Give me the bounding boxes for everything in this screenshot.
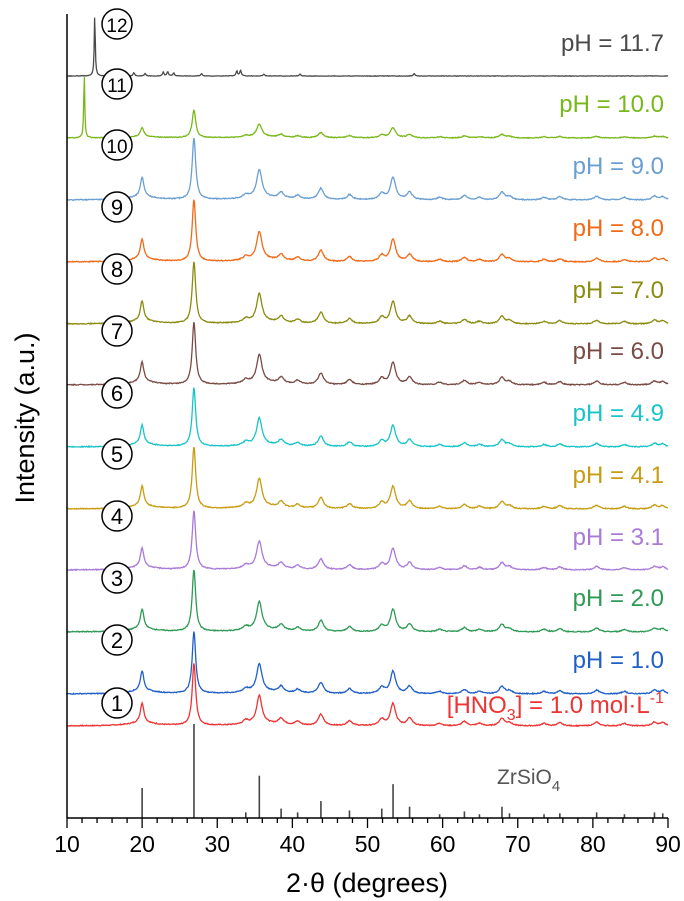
xrd-trace-7 — [66, 322, 669, 387]
y-axis-title: Intensity (a.u.) — [10, 332, 40, 503]
xrd-trace-4 — [66, 510, 669, 572]
x-tick-label: 70 — [505, 831, 531, 857]
sample-number: 5 — [111, 442, 123, 467]
sample-marker-5: 5 — [101, 438, 133, 470]
series-label-2: pH = 1.0 — [573, 647, 664, 674]
series-label-1: [HNO3] = 1.0 mol·L-1 — [447, 690, 664, 724]
xrd-trace-6 — [66, 387, 669, 449]
sample-number: 6 — [111, 381, 123, 406]
sample-marker-2: 2 — [101, 624, 133, 656]
series-label-10: pH = 9.0 — [573, 153, 664, 180]
sample-number: 2 — [111, 628, 123, 653]
xrd-trace-5 — [66, 446, 669, 511]
xrd-trace-10 — [66, 137, 669, 202]
reference-lines — [141, 724, 664, 818]
x-tick-label: 50 — [355, 831, 381, 857]
xrd-trace-8 — [66, 261, 669, 326]
x-tick-label: 60 — [430, 831, 456, 857]
sample-number: 7 — [111, 319, 123, 344]
sample-number: 4 — [111, 504, 123, 529]
sample-marker-11: 11 — [101, 68, 133, 100]
sample-marker-9: 9 — [101, 191, 133, 223]
sample-marker-12: 12 — [101, 8, 133, 40]
series-label-7: pH = 6.0 — [573, 338, 664, 365]
x-axis-title: 2·θ (degrees) — [286, 868, 448, 898]
sample-number: 11 — [107, 76, 127, 97]
x-ticks — [66, 818, 669, 828]
sample-number: 9 — [111, 195, 123, 220]
reference-label: ZrSiO4 — [497, 766, 560, 795]
xrd-trace-3 — [66, 569, 669, 633]
xrd-trace-9 — [66, 199, 668, 264]
sample-number: 3 — [111, 566, 123, 591]
x-tick-label: 40 — [280, 831, 306, 857]
x-tick-label: 90 — [655, 831, 681, 857]
sample-marker-6: 6 — [101, 377, 133, 409]
series-label-6: pH = 4.9 — [573, 400, 664, 427]
sample-number: 12 — [106, 16, 127, 37]
x-tick-label: 20 — [129, 831, 155, 857]
series-labels: [HNO3] = 1.0 mol·L-1 pH = 1.0 pH = 2.0 pH =… — [447, 30, 664, 724]
sample-number: 8 — [111, 257, 123, 282]
series-label-11: pH = 10.0 — [559, 91, 664, 118]
sample-number: 10 — [106, 137, 127, 158]
series-label-4: pH = 3.1 — [573, 524, 664, 551]
xrd-trace-12 — [66, 17, 669, 77]
xrd-trace-2 — [66, 631, 669, 695]
sample-marker-7: 7 — [101, 315, 133, 347]
x-tick-labels: 10 20 30 40 50 60 70 80 90 — [54, 831, 681, 857]
sample-marker-8: 8 — [101, 253, 133, 285]
xrd-traces — [66, 17, 669, 728]
sample-marker-1: 1 — [101, 687, 133, 719]
series-label-12: pH = 11.7 — [561, 30, 664, 57]
x-tick-label: 10 — [54, 831, 80, 857]
x-tick-label: 80 — [580, 831, 606, 857]
series-label-5: pH = 4.1 — [573, 462, 664, 489]
xrd-trace-1 — [66, 663, 669, 728]
series-label-9: pH = 8.0 — [573, 215, 664, 242]
sample-marker-10: 10 — [101, 129, 133, 161]
xrd-trace-11 — [66, 76, 669, 140]
series-label-3: pH = 2.0 — [573, 585, 664, 612]
sample-marker-3: 3 — [101, 562, 133, 594]
series-label-8: pH = 7.0 — [573, 277, 664, 304]
sample-number: 1 — [111, 691, 123, 716]
x-tick-label: 30 — [204, 831, 230, 857]
sample-marker-4: 4 — [101, 500, 133, 532]
